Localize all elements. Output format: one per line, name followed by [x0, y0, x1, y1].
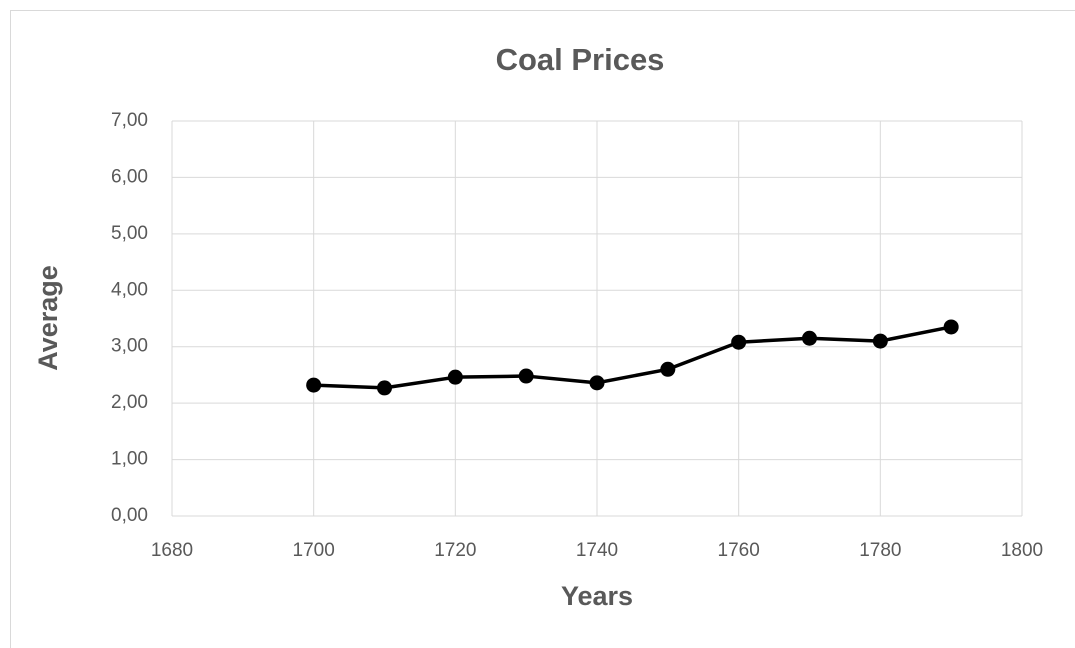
x-tick-label: 1680 — [151, 540, 193, 561]
y-tick-label: 6,00 — [111, 166, 148, 187]
x-tick-label: 1740 — [576, 540, 618, 561]
marker — [731, 334, 747, 350]
marker — [589, 375, 605, 391]
line — [313, 325, 952, 390]
marker — [943, 319, 959, 335]
y-tick-label: 0,00 — [111, 505, 148, 526]
y-tick-label: 5,00 — [111, 223, 148, 244]
y-tick-label: 1,00 — [111, 449, 148, 470]
x-tick-label: 1700 — [293, 540, 335, 561]
x-tick-label: 1760 — [718, 540, 760, 561]
marker — [872, 333, 888, 349]
y-axis-title: Average — [33, 265, 63, 371]
x-tick-label: 1780 — [859, 540, 901, 561]
y-tick-label: 4,00 — [111, 279, 148, 300]
y-tick-label: 2,00 — [111, 392, 148, 413]
marker — [377, 380, 392, 396]
x-tick-label: 1720 — [434, 540, 476, 561]
y-tick-label: 7,00 — [111, 110, 148, 131]
marker — [447, 369, 463, 385]
marker — [660, 361, 676, 377]
x-tick-label: 1800 — [1001, 540, 1043, 561]
chart-border — [10, 10, 1075, 648]
marker — [306, 377, 322, 393]
x-axis-title: Years — [561, 581, 633, 611]
marker — [802, 330, 817, 346]
marker — [518, 368, 534, 384]
y-tick-label: 3,00 — [111, 336, 148, 357]
chart-title: Coal Prices — [496, 42, 665, 77]
